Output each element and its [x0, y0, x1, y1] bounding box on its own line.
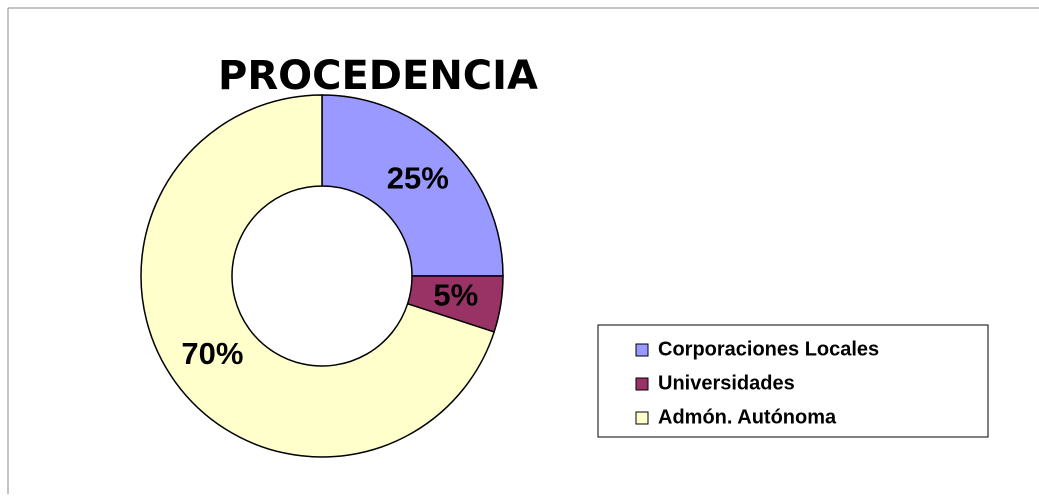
donut-slice	[140, 94, 496, 458]
donut-slice	[321, 94, 504, 277]
data-label: 5%	[433, 277, 478, 312]
legend	[597, 324, 989, 438]
legend-swatch	[635, 343, 649, 357]
data-label: 25%	[387, 160, 449, 195]
legend-swatch	[635, 377, 649, 391]
legend-swatch	[635, 411, 649, 425]
legend-label: Corporaciones Locales	[658, 338, 879, 360]
chart-title: PROCEDENCIA	[218, 53, 538, 99]
data-label: 70%	[181, 336, 243, 371]
legend-label: Universidades	[658, 372, 795, 394]
legend-label: Admón. Autónoma	[658, 406, 837, 428]
